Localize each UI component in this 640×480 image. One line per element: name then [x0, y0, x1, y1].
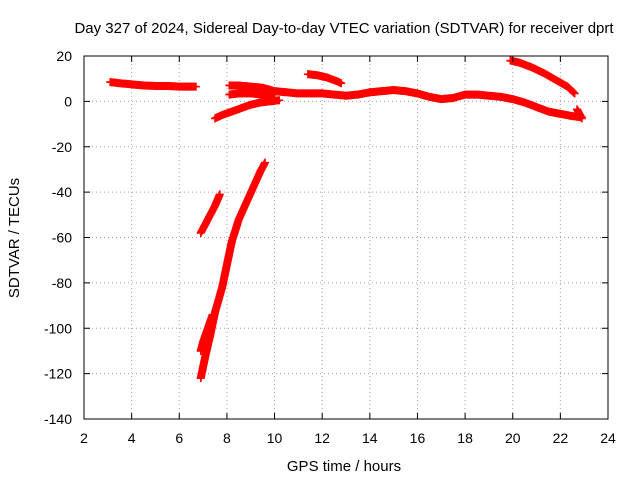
x-tick-label: 2: [80, 430, 88, 446]
y-tick-label: 20: [56, 48, 72, 64]
x-tick-label: 6: [175, 430, 183, 446]
x-tick-label: 8: [223, 430, 231, 446]
x-tick-label: 14: [362, 430, 378, 446]
data-marker: [208, 310, 217, 319]
x-tick-label: 10: [267, 430, 283, 446]
axis-ticks: [83, 55, 609, 420]
data-marker: [275, 96, 284, 105]
x-tick-label: 16: [410, 430, 426, 446]
x-tick-label: 12: [314, 430, 330, 446]
tick-labels: 2 4 6 8 10 12 14 16 18 20 22 24200-20-40-60-80-100-…: [44, 48, 616, 446]
x-tick-label: 24: [600, 430, 616, 446]
y-tick-label: 0: [64, 93, 72, 109]
data-series: [225, 89, 279, 99]
data-marker: [270, 90, 279, 99]
data-marker: [577, 114, 586, 123]
x-tick-label: 4: [128, 430, 136, 446]
y-tick-label: -20: [52, 139, 72, 155]
y-tick-label: -120: [44, 366, 72, 382]
y-tick-label: -80: [52, 275, 72, 291]
y-tick-label: -40: [52, 184, 72, 200]
grid-lines: [84, 56, 608, 419]
x-tick-label: 22: [553, 430, 569, 446]
data-series: [225, 81, 586, 122]
data-marker: [215, 190, 224, 199]
x-axis-label: GPS time / hours: [287, 458, 401, 475]
data-series: [196, 310, 217, 355]
y-tick-label: -100: [44, 320, 72, 336]
y-axis-label: SDTVAR / TECUs: [6, 178, 23, 298]
y-tick-label: -60: [52, 230, 72, 246]
data-series: [506, 56, 579, 98]
x-tick-label: 18: [457, 430, 473, 446]
data-marker: [337, 79, 346, 88]
data-series: [573, 105, 586, 123]
x-tick-label: 20: [505, 430, 521, 446]
data-series: [211, 96, 284, 123]
data-marker: [570, 89, 579, 98]
data-series: [196, 190, 224, 237]
chart-title: Day 327 of 2024, Sidereal Day-to-day VTE…: [74, 20, 614, 37]
plot-frame: [83, 55, 609, 420]
y-tick-label: -140: [44, 411, 72, 427]
data-series: [303, 70, 346, 88]
data-marker: [191, 82, 200, 91]
data-marker: [261, 158, 270, 167]
data-points: [106, 56, 586, 383]
data-series: [106, 78, 200, 91]
